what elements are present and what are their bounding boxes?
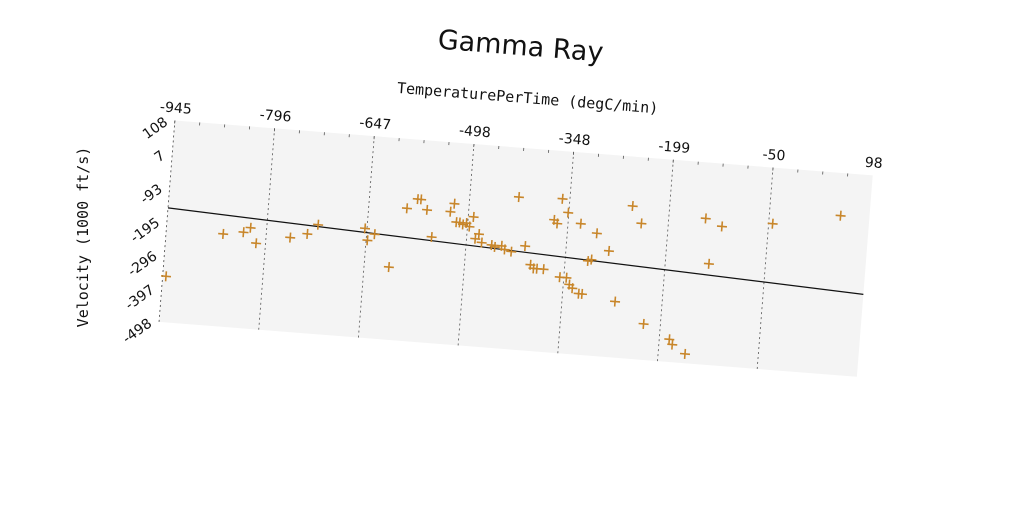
data-point: [359, 223, 371, 234]
data-point: [513, 192, 524, 203]
y-axis-label: Velocity (1000 ft/s): [74, 147, 92, 328]
data-point: [552, 218, 563, 229]
data-point: [426, 231, 437, 243]
y-tick-label: 7: [152, 148, 169, 166]
data-point: [700, 213, 711, 224]
y-axis-line: [158, 120, 176, 322]
x-gridline: [657, 159, 674, 362]
data-point: [703, 258, 714, 269]
y-tick-label: -296: [125, 248, 160, 280]
data-point: [767, 218, 778, 229]
data-point: [506, 246, 517, 257]
y-tick-label: -93: [138, 181, 166, 207]
data-point: [591, 228, 602, 239]
data-point: [383, 262, 394, 273]
plot-area: -945 -796 -647 -498 -348 -199 -50 98 108 7 -93 -19…: [120, 79, 883, 377]
data-point: [576, 288, 588, 300]
data-point: [638, 318, 649, 329]
y-tick-label: 108: [140, 114, 171, 143]
data-point: [313, 219, 324, 230]
data-point: [449, 198, 460, 209]
x-gridline: [358, 136, 375, 338]
x-tick-label: -50: [762, 147, 786, 165]
data-point: [421, 204, 433, 215]
x-tick-label: -945: [159, 99, 192, 117]
x-tick-label: -647: [359, 115, 392, 133]
data-point: [251, 238, 262, 249]
data-point: [468, 211, 479, 222]
data-point: [245, 222, 256, 233]
data-point: [218, 228, 229, 240]
data-point: [538, 264, 549, 275]
chart-title: Gamma Ray: [437, 25, 605, 69]
data-point: [627, 200, 638, 212]
data-point: [610, 296, 621, 307]
data-point: [362, 235, 373, 246]
data-point: [489, 241, 500, 253]
data-point: [520, 240, 531, 252]
y-tick-label: -498: [120, 316, 155, 347]
x-tick-label: 98: [864, 155, 883, 172]
data-point: [238, 227, 249, 238]
data-point: [563, 207, 574, 218]
data-point: [603, 245, 614, 256]
data-point: [464, 221, 475, 232]
data-point: [416, 194, 427, 205]
data-point: [561, 272, 572, 283]
trend-line: [167, 207, 864, 295]
data-point: [557, 193, 568, 204]
data-point: [473, 228, 485, 240]
data-point: [476, 237, 487, 248]
data-point: [445, 206, 456, 217]
x-tick-label: -796: [259, 107, 292, 125]
x-gridline: [557, 151, 575, 354]
data-point: [160, 271, 172, 282]
x-tick-labels: -945 -796 -647 -498 -348 -199 -50 98: [159, 99, 883, 172]
y-tick-label: -397: [123, 282, 158, 313]
data-point: [285, 232, 296, 243]
x-gridline: [756, 167, 774, 369]
data-point: [586, 254, 597, 265]
data-point: [636, 218, 647, 229]
data-markers: [160, 192, 846, 359]
x-tick-label: -199: [658, 139, 691, 157]
data-point: [716, 221, 727, 232]
x-axis-label: TemperaturePerTime (degC/min): [396, 79, 659, 117]
data-point: [302, 228, 313, 239]
data-point: [667, 339, 678, 350]
data-point: [369, 229, 380, 240]
data-point: [575, 218, 586, 229]
data-point: [499, 244, 510, 255]
x-tick-label: -498: [458, 123, 491, 141]
data-point: [679, 348, 691, 359]
plot-background: [159, 120, 873, 377]
data-point: [567, 283, 578, 294]
data-point: [835, 210, 846, 221]
x-gridline: [258, 128, 275, 330]
data-point: [401, 203, 413, 214]
x-tick-label: -348: [558, 131, 591, 149]
y-tick-label: -195: [128, 215, 163, 246]
